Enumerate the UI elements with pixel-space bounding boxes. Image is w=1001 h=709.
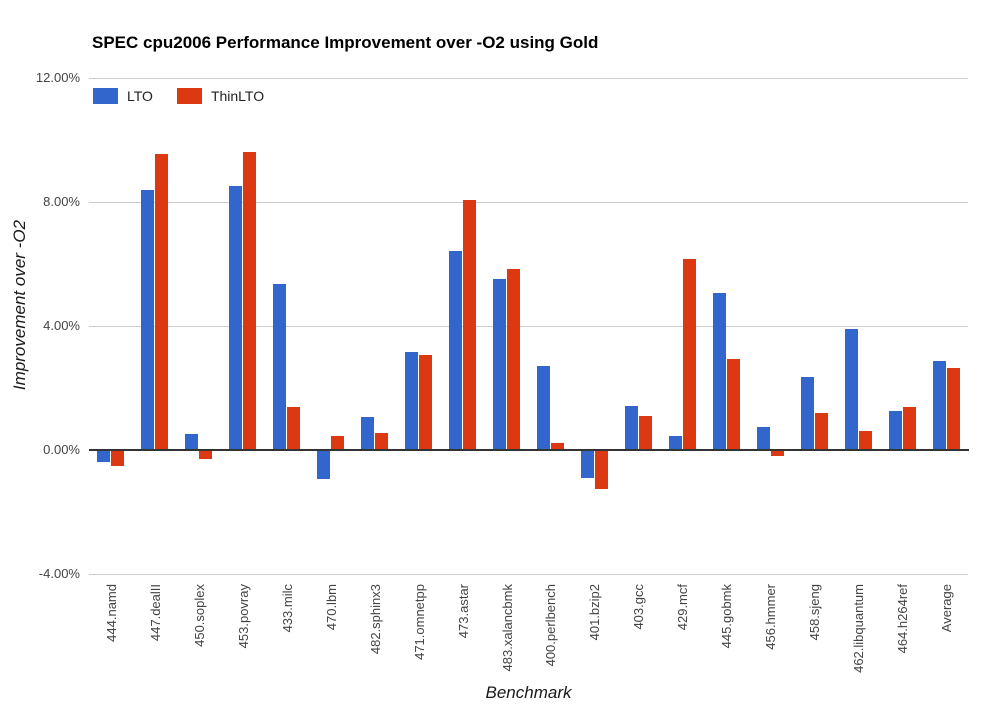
x-axis-title: Benchmark [485, 683, 572, 702]
bar-thinlto-453.povray[interactable] [243, 152, 256, 450]
bar-lto-444.namd[interactable] [97, 450, 110, 462]
gridline [89, 202, 968, 203]
x-tick-label: 471.omnetpp [412, 584, 427, 660]
bar-lto-470.lbm[interactable] [317, 450, 330, 479]
bar-lto-400.perlbench[interactable] [537, 366, 550, 450]
bar-lto-483.xalancbmk[interactable] [493, 279, 506, 450]
gridline [89, 574, 968, 575]
x-tick-label: 462.libquantum [851, 584, 866, 673]
bar-lto-450.soplex[interactable] [185, 434, 198, 450]
x-tick-label: 429.mcf [675, 584, 690, 631]
bar-thinlto-450.soplex[interactable] [199, 450, 212, 459]
bar-thinlto-445.gobmk[interactable] [727, 359, 740, 450]
bar-thinlto-429.mcf[interactable] [683, 259, 696, 450]
bar-lto-453.povray[interactable] [229, 186, 242, 450]
legend-item-thinlto: ThinLTO [176, 88, 265, 104]
x-tick-label: 401.bzip2 [587, 584, 602, 641]
legend-swatch-lto [93, 88, 118, 104]
chart-title: SPEC cpu2006 Performance Improvement ove… [92, 33, 599, 52]
x-tick-label: 447.dealII [148, 584, 163, 642]
bar-thinlto-456.hmmer[interactable] [771, 450, 784, 456]
bar-thinlto-403.gcc[interactable] [639, 416, 652, 450]
x-tick-label: Average [939, 584, 954, 633]
y-axis-title: Improvement over -O2 [10, 220, 29, 391]
legend-label-thinlto: ThinLTO [210, 88, 265, 104]
bar-thinlto-447.dealii[interactable] [155, 154, 168, 450]
bar-thinlto-458.sjeng[interactable] [815, 413, 828, 450]
legend-swatch-thinlto [176, 88, 202, 104]
bar-thinlto-470.lbm[interactable] [331, 436, 344, 450]
bar-lto-445.gobmk[interactable] [713, 293, 726, 450]
gridline [89, 326, 968, 327]
y-tick-label: 12.00% [35, 70, 80, 85]
bar-lto-401.bzip2[interactable] [581, 450, 594, 478]
x-tick-label: 482.sphinx3 [368, 584, 383, 655]
bar-thinlto-482.sphinx3[interactable] [375, 433, 388, 450]
bar-lto-403.gcc[interactable] [625, 406, 638, 450]
x-tick-label: 403.gcc [631, 584, 646, 630]
bar-lto-average[interactable] [933, 361, 946, 450]
x-tick-label: 464.h264ref [895, 584, 910, 654]
bar-thinlto-average[interactable] [947, 368, 960, 450]
bar-thinlto-444.namd[interactable] [111, 450, 124, 466]
x-tick-label: 483.xalancbmk [500, 584, 515, 672]
y-tick-label: 0.00% [43, 442, 80, 457]
y-tick-label: 4.00% [43, 318, 80, 333]
bar-lto-473.astar[interactable] [449, 251, 462, 450]
bar-lto-471.omnetpp[interactable] [405, 352, 418, 450]
gridline [89, 78, 968, 79]
x-tick-label: 433.milc [280, 584, 295, 633]
bar-lto-462.libquantum[interactable] [845, 329, 858, 450]
bar-thinlto-400.perlbench[interactable] [551, 443, 564, 450]
y-tick-label: -4.00% [38, 566, 80, 581]
bar-lto-433.milc[interactable] [273, 284, 286, 450]
bar-lto-456.hmmer[interactable] [757, 427, 770, 450]
x-tick-label: 400.perlbench [543, 584, 558, 667]
x-tick-label: 473.astar [456, 584, 471, 639]
bar-thinlto-471.omnetpp[interactable] [419, 355, 432, 450]
legend: LTO ThinLTO [93, 88, 288, 104]
bar-lto-458.sjeng[interactable] [801, 377, 814, 450]
bar-thinlto-401.bzip2[interactable] [595, 450, 608, 489]
x-tick-label: 470.lbm [324, 584, 339, 631]
bar-lto-447.dealii[interactable] [141, 190, 154, 450]
legend-item-lto: LTO [93, 88, 153, 104]
y-tick-label: 8.00% [43, 194, 80, 209]
legend-label-lto: LTO [127, 88, 153, 104]
x-axis-line [89, 449, 969, 451]
x-tick-label: 445.gobmk [719, 584, 734, 649]
x-tick-label: 444.namd [104, 584, 119, 642]
x-tick-label: 456.hmmer [763, 584, 778, 650]
bar-lto-482.sphinx3[interactable] [361, 417, 374, 450]
bar-thinlto-473.astar[interactable] [463, 200, 476, 450]
bar-thinlto-483.xalancbmk[interactable] [507, 269, 520, 450]
bar-thinlto-462.libquantum[interactable] [859, 431, 872, 450]
bar-thinlto-433.milc[interactable] [287, 407, 300, 450]
bar-lto-429.mcf[interactable] [669, 436, 682, 450]
bar-lto-464.h264ref[interactable] [889, 411, 902, 450]
x-tick-label: 453.povray [236, 584, 251, 649]
x-tick-label: 458.sjeng [807, 584, 822, 641]
bar-thinlto-464.h264ref[interactable] [903, 407, 916, 450]
x-tick-label: 450.soplex [192, 584, 207, 647]
